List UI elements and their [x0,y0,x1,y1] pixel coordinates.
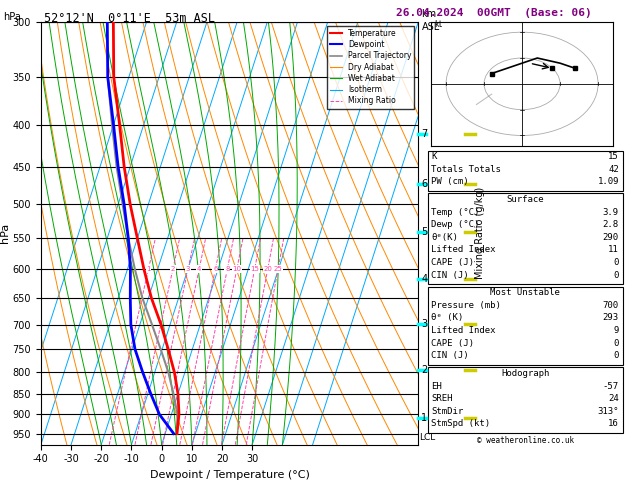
Text: θᵉ (K): θᵉ (K) [431,313,464,323]
Text: 3: 3 [186,266,191,272]
Text: 3: 3 [421,319,428,329]
Text: 0: 0 [613,351,619,361]
Text: Surface: Surface [506,195,544,204]
Text: SREH: SREH [431,394,453,403]
Text: 5: 5 [421,227,428,237]
Text: 24: 24 [608,394,619,403]
Text: Most Unstable: Most Unstable [490,288,560,297]
Text: 15: 15 [608,152,619,161]
Text: 9: 9 [613,326,619,335]
Text: Mixing Ratio (g/kg): Mixing Ratio (g/kg) [475,187,485,279]
Text: hPa: hPa [3,12,21,22]
Text: 1: 1 [146,266,151,272]
Text: Dewp (°C): Dewp (°C) [431,220,480,229]
Text: 25: 25 [274,266,282,272]
Text: 1.09: 1.09 [598,177,619,187]
Text: Pressure (mb): Pressure (mb) [431,301,501,310]
X-axis label: Dewpoint / Temperature (°C): Dewpoint / Temperature (°C) [150,470,309,480]
Text: 4: 4 [421,274,428,284]
Text: 26.04.2024  00GMT  (Base: 06): 26.04.2024 00GMT (Base: 06) [396,8,592,18]
Text: 0: 0 [613,271,619,280]
Text: Temp (°C): Temp (°C) [431,208,480,217]
Text: 7: 7 [421,129,428,139]
Text: 20: 20 [264,266,272,272]
Text: Totals Totals: Totals Totals [431,165,501,174]
Text: 1: 1 [421,413,428,422]
Text: CAPE (J): CAPE (J) [431,339,474,348]
Text: Lifted Index: Lifted Index [431,326,496,335]
Text: 0: 0 [613,258,619,267]
Text: 6: 6 [213,266,218,272]
Y-axis label: hPa: hPa [0,223,10,243]
Text: 11: 11 [608,245,619,255]
Text: 6: 6 [421,179,428,189]
Text: km: km [421,9,437,19]
Text: Hodograph: Hodograph [501,369,549,378]
Text: θᵉ(K): θᵉ(K) [431,233,459,242]
Legend: Temperature, Dewpoint, Parcel Trajectory, Dry Adiabat, Wet Adiabat, Isotherm, Mi: Temperature, Dewpoint, Parcel Trajectory… [327,26,415,108]
Text: StmSpd (kt): StmSpd (kt) [431,419,491,429]
Text: 52°12'N  0°11'E  53m ASL: 52°12'N 0°11'E 53m ASL [44,12,215,25]
Text: kt: kt [435,20,443,29]
Text: © weatheronline.co.uk: © weatheronline.co.uk [477,436,574,446]
Text: 0: 0 [613,339,619,348]
Text: K: K [431,152,437,161]
Text: CIN (J): CIN (J) [431,351,469,361]
Text: 700: 700 [603,301,619,310]
Text: LCL: LCL [419,433,435,442]
Text: 313°: 313° [598,407,619,416]
Text: 10: 10 [232,266,242,272]
Text: 2: 2 [421,365,428,375]
Text: 42: 42 [608,165,619,174]
Text: CIN (J): CIN (J) [431,271,469,280]
Text: ASL: ASL [421,21,440,32]
Text: 8: 8 [225,266,230,272]
Text: CAPE (J): CAPE (J) [431,258,474,267]
Text: StmDir: StmDir [431,407,464,416]
Text: 293: 293 [603,313,619,323]
Text: 3.9: 3.9 [603,208,619,217]
Text: 16: 16 [608,419,619,429]
Text: -57: -57 [603,382,619,391]
Text: 2: 2 [170,266,175,272]
Text: 4: 4 [197,266,201,272]
Text: PW (cm): PW (cm) [431,177,469,187]
Text: 15: 15 [250,266,259,272]
Text: 2.8: 2.8 [603,220,619,229]
Text: Lifted Index: Lifted Index [431,245,496,255]
Text: 290: 290 [603,233,619,242]
Text: EH: EH [431,382,442,391]
